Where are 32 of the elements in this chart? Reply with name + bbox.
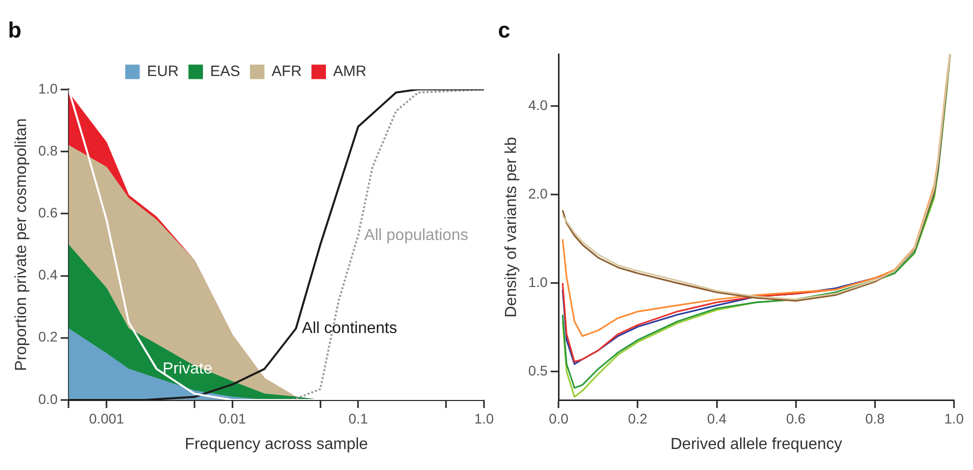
x-tick-label: 0.4 (707, 410, 727, 426)
series-label: All populations (364, 226, 468, 244)
legend-label: AMR (333, 63, 367, 80)
x-axis-title: Frequency across sample (184, 436, 368, 453)
y-axis-title: Density of variants per kb (503, 136, 520, 318)
x-tick-label: 1.0 (474, 410, 494, 426)
series-label: All continents (302, 320, 398, 337)
y-tick-label: 0.8 (38, 142, 58, 158)
y-tick-label: 0.4 (38, 266, 58, 283)
legend-label: EAS (210, 63, 240, 80)
x-tick-label: 0.001 (89, 410, 124, 426)
x-tick-label: 0.0 (548, 410, 569, 426)
x-tick-label: 1.0 (944, 410, 964, 426)
x-tick-label: 0.01 (218, 410, 246, 426)
x-tick-label: 0.6 (786, 410, 806, 426)
y-axis-title: Proportion private per cosmopolitan (13, 118, 30, 371)
x-tick-label: 0.1 (348, 410, 368, 426)
chart-title: c (498, 17, 510, 42)
y-tick-label: 4.0 (528, 97, 548, 114)
y-tick-label: 0.6 (38, 204, 58, 220)
y-tick-label: 0.5 (528, 362, 548, 378)
legend-label: AFR (272, 63, 302, 80)
x-axis-title: Derived allele frequency (670, 436, 842, 453)
y-tick-label: 2.0 (528, 185, 548, 202)
x-tick-label: 0.8 (865, 410, 885, 426)
legend-label: EUR (146, 63, 179, 80)
x-tick-label: 0.2 (628, 410, 648, 426)
y-tick-label: 1.0 (528, 274, 548, 290)
chart-title: b (8, 17, 22, 42)
y-tick-label: 0.2 (38, 328, 58, 345)
y-tick-label: 1.0 (38, 80, 58, 96)
y-tick-label: 0.0 (38, 390, 58, 407)
